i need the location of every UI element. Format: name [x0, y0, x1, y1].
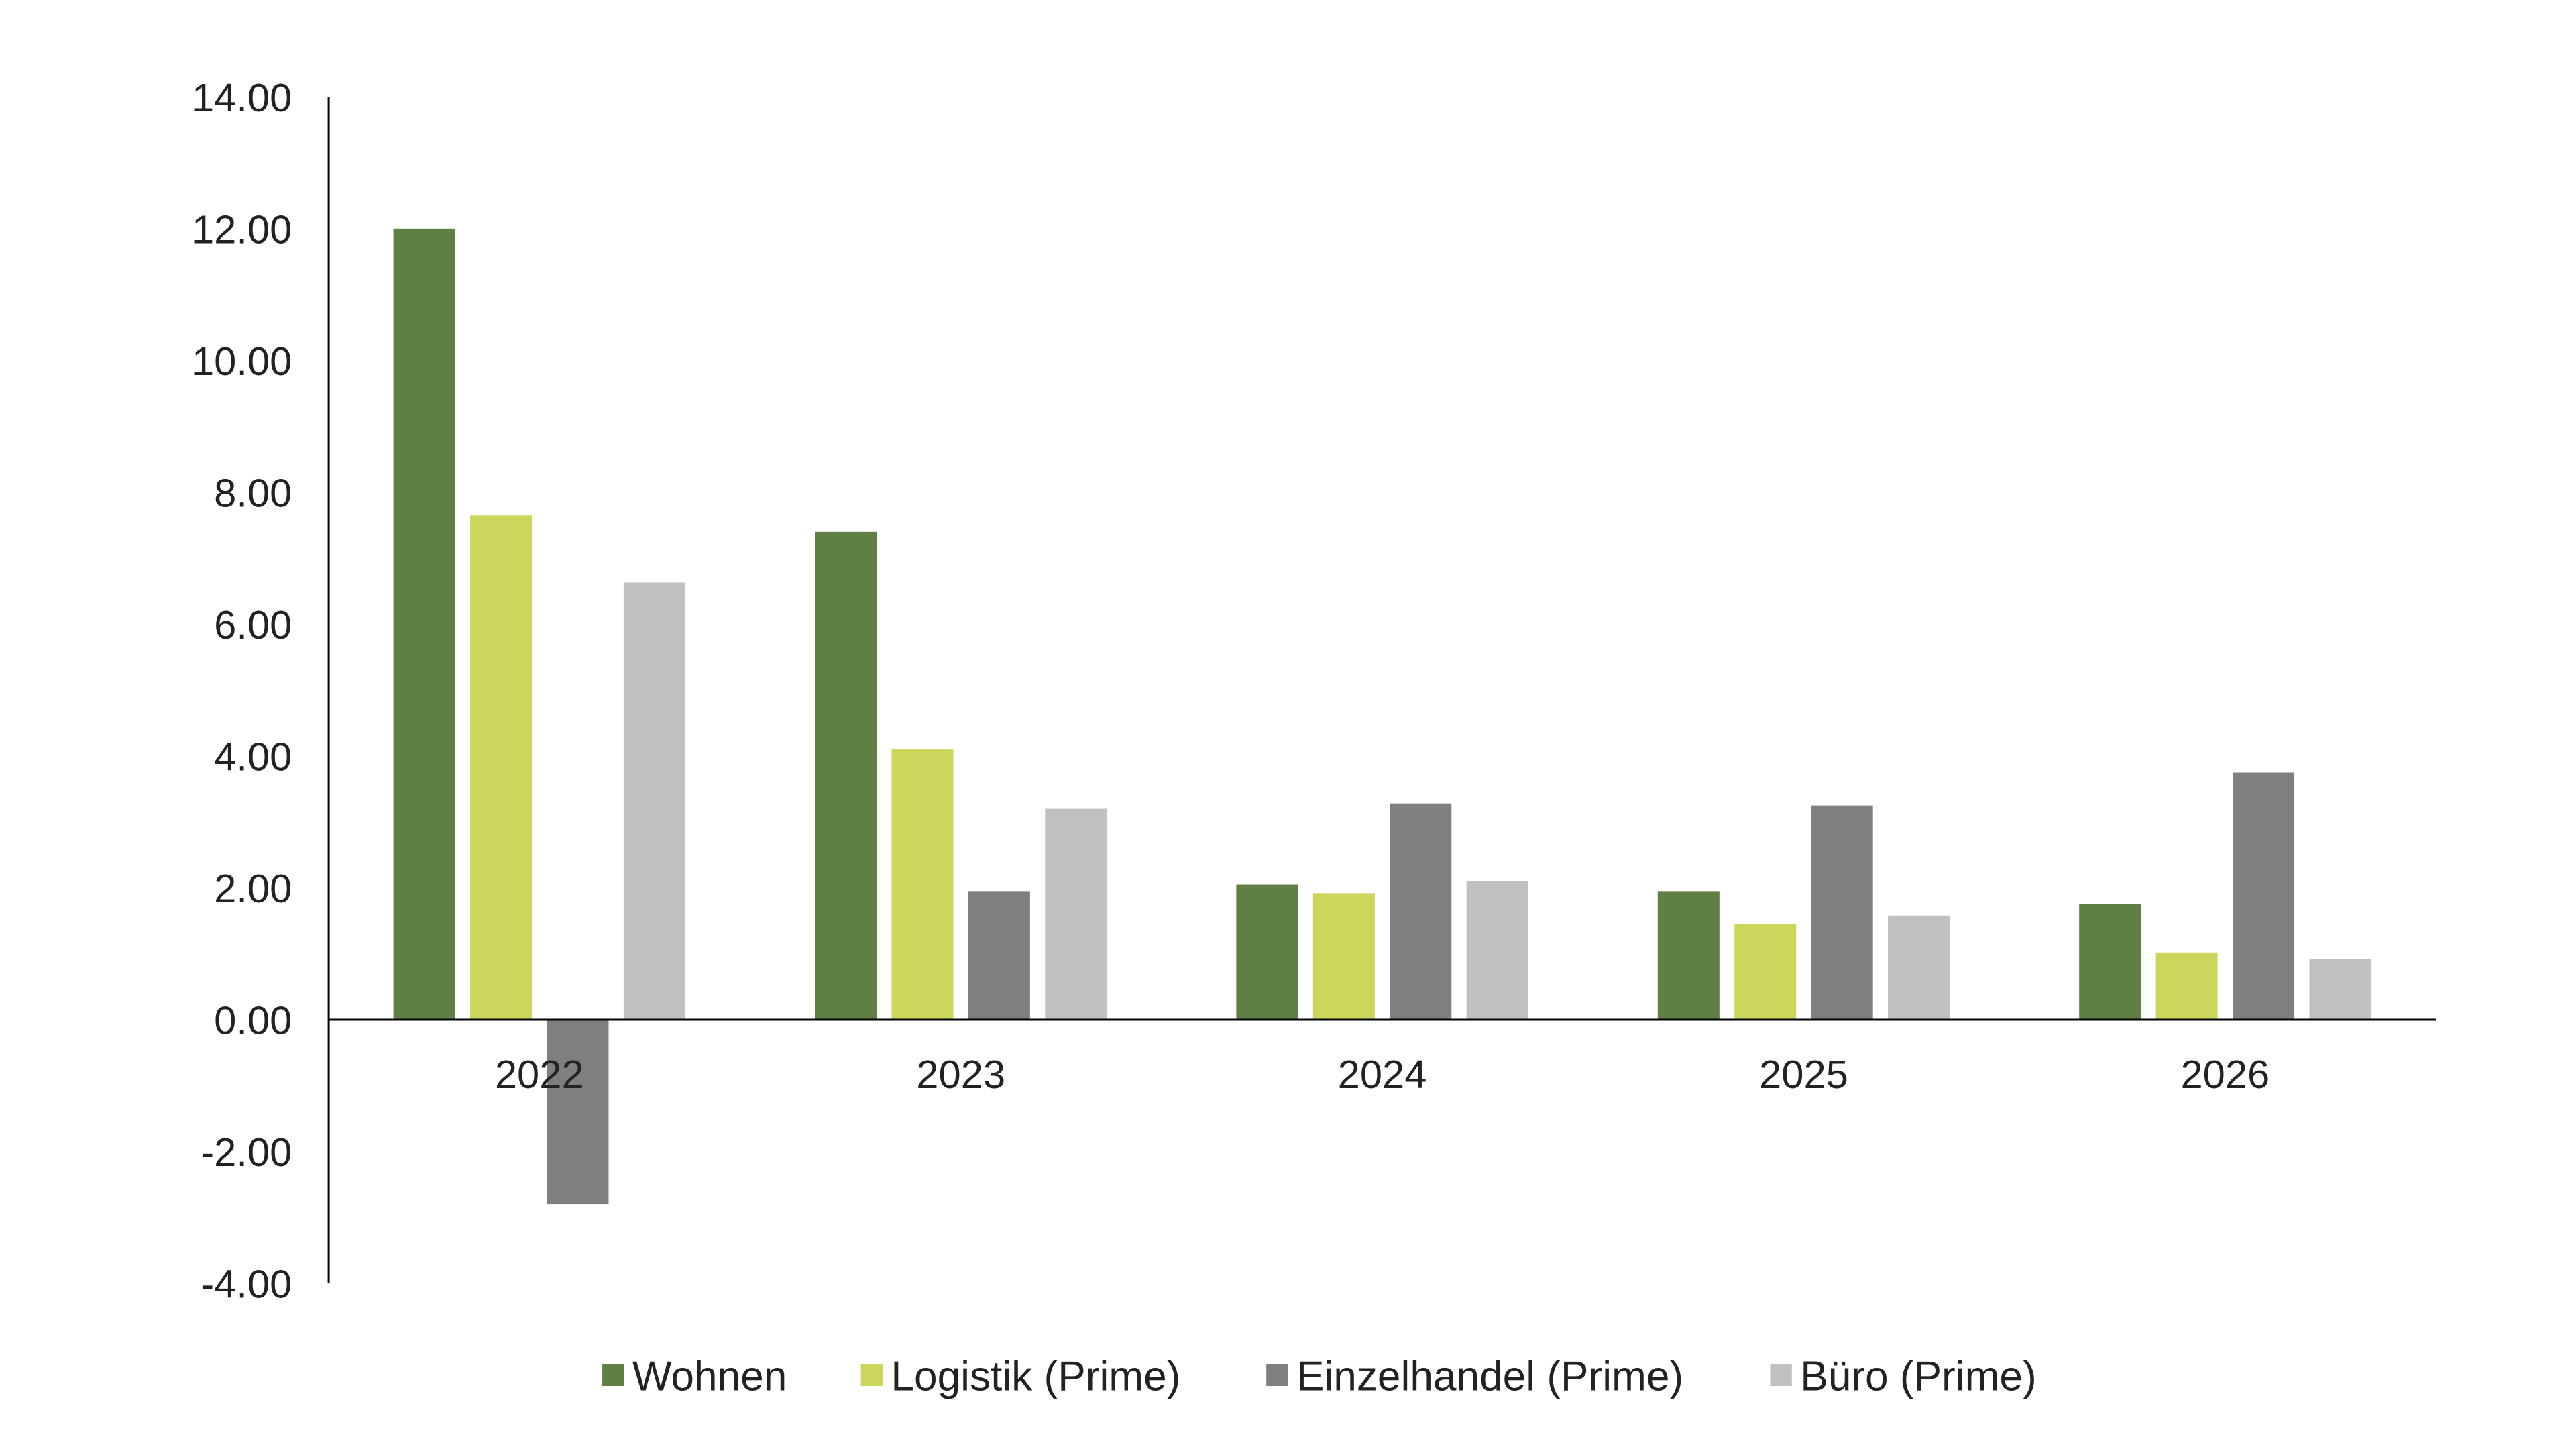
y-tick-label: 12.00	[192, 207, 292, 252]
legend-swatch	[1770, 1364, 1792, 1387]
legend-swatch	[1266, 1364, 1288, 1387]
bar-wohnen-2025	[1657, 891, 1720, 1020]
y-tick-label: 10.00	[192, 339, 292, 384]
bar-b-ro-prime-2025	[1888, 915, 1950, 1020]
bar-einzelhandel-prime-2024	[1390, 803, 1452, 1020]
bar-einzelhandel-prime-2026	[2233, 772, 2295, 1020]
legend-label: Logistik (Prime)	[891, 1353, 1180, 1399]
bar-b-ro-prime-2023	[1045, 808, 1107, 1020]
bar-b-ro-prime-2024	[1466, 881, 1528, 1020]
bar-b-ro-prime-2022	[623, 582, 685, 1020]
x-category-label: 2022	[495, 1052, 584, 1097]
x-category-label: 2024	[1338, 1052, 1427, 1097]
bar-wohnen-2026	[2079, 904, 2141, 1020]
x-category-label: 2023	[916, 1052, 1005, 1097]
y-tick-label: -2.00	[201, 1130, 292, 1175]
bar-logistik-prime-2023	[891, 749, 954, 1020]
legend-swatch	[860, 1364, 883, 1387]
labels-layer: 14.00 12.00 10.00 8.00 6.00 4.00 2.00 0.00 -2.00…	[192, 75, 2270, 1307]
legend-label: Büro (Prime)	[1800, 1353, 2036, 1399]
y-tick-label: 8.00	[214, 470, 292, 515]
bar-logistik-prime-2026	[2155, 952, 2218, 1020]
bar-logistik-prime-2024	[1312, 893, 1375, 1020]
y-tick-label: 14.00	[192, 75, 292, 120]
legend-swatch	[602, 1364, 624, 1387]
legend-label: Wohnen	[632, 1353, 787, 1399]
y-tick-label: 6.00	[214, 602, 292, 647]
bar-wohnen-2022	[393, 228, 455, 1020]
y-tick-label: -4.00	[201, 1262, 292, 1307]
x-category-label: 2025	[1759, 1052, 1848, 1097]
legend: Wohnen Logistik (Prime) Einzelhandel (Prim…	[602, 1353, 2037, 1399]
bar-logistik-prime-2025	[1734, 924, 1797, 1020]
y-tick-label: 2.00	[214, 866, 292, 911]
legend-item-wohnen: Wohnen	[602, 1353, 787, 1399]
legend-item-b-ro-prime: Büro (Prime)	[1770, 1353, 2037, 1399]
bar-einzelhandel-prime-2025	[1811, 805, 1873, 1020]
legend-label: Einzelhandel (Prime)	[1296, 1353, 1683, 1399]
y-tick-label: 0.00	[214, 998, 292, 1042]
bars-layer	[393, 228, 2371, 1205]
bar-einzelhandel-prime-2022	[547, 1019, 609, 1205]
y-tick-label: 4.00	[214, 734, 292, 779]
bar-wohnen-2024	[1236, 884, 1298, 1020]
bar-b-ro-prime-2026	[2309, 959, 2371, 1020]
axes-layer	[327, 97, 2437, 1284]
bar-wohnen-2023	[814, 531, 877, 1020]
legend-item-einzelhandel-prime: Einzelhandel (Prime)	[1266, 1353, 1683, 1399]
bar-einzelhandel-prime-2023	[968, 891, 1030, 1020]
bar-logistik-prime-2022	[470, 515, 533, 1020]
legend-item-logistik-prime: Logistik (Prime)	[860, 1353, 1180, 1399]
x-category-label: 2026	[2180, 1052, 2270, 1097]
